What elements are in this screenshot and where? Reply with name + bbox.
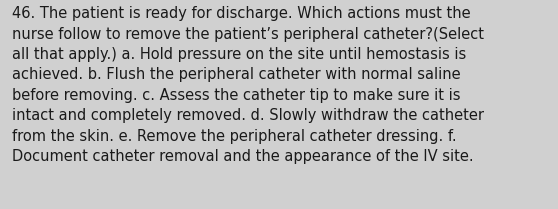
Text: 46. The patient is ready for discharge. Which actions must the
nurse follow to r: 46. The patient is ready for discharge. …	[12, 6, 484, 164]
